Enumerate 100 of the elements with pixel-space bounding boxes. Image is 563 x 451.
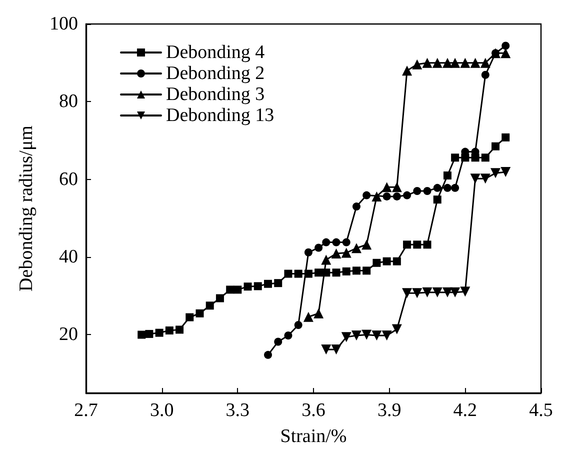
- point: [443, 184, 452, 192]
- point: [382, 192, 391, 200]
- point: [362, 266, 371, 275]
- point: [382, 330, 392, 341]
- point: [382, 257, 391, 266]
- point: [392, 257, 401, 266]
- legend-label: Debonding 3: [166, 84, 265, 105]
- point: [443, 171, 452, 180]
- point: [331, 344, 342, 354]
- point: [351, 330, 362, 341]
- point: [372, 330, 382, 341]
- point: [314, 268, 323, 277]
- point: [351, 243, 362, 254]
- x-tick-label: 3.0: [150, 400, 174, 421]
- point: [274, 279, 282, 288]
- point: [403, 191, 412, 200]
- point: [481, 70, 490, 79]
- x-tick-label: 3.3: [226, 400, 250, 421]
- point: [322, 268, 330, 277]
- point: [470, 174, 480, 184]
- point: [216, 294, 224, 302]
- point: [321, 344, 332, 354]
- point: [331, 248, 342, 259]
- point: [422, 287, 432, 298]
- point: [274, 338, 282, 346]
- legend-label: Debonding 4: [166, 42, 266, 63]
- point: [341, 332, 352, 342]
- point: [480, 58, 490, 68]
- x-tick-label: 3.6: [302, 400, 326, 421]
- point: [470, 58, 480, 68]
- point: [460, 286, 470, 297]
- point: [138, 330, 146, 339]
- point: [502, 42, 510, 50]
- point: [450, 287, 460, 298]
- y-tick-label: 40: [59, 246, 78, 268]
- point: [145, 330, 154, 338]
- point: [362, 191, 371, 200]
- point: [321, 254, 332, 265]
- point: [284, 332, 292, 340]
- x-tick-label: 2.7: [74, 400, 98, 421]
- point: [392, 192, 401, 200]
- point: [480, 174, 490, 184]
- point: [402, 66, 412, 76]
- point: [342, 238, 350, 246]
- point: [332, 268, 340, 277]
- point: [303, 312, 314, 322]
- point: [244, 282, 252, 291]
- y-tick-label: 60: [59, 168, 78, 190]
- point: [500, 48, 511, 58]
- point: [442, 58, 452, 68]
- point: [432, 58, 442, 68]
- point: [451, 184, 460, 192]
- y-tick-label: 100: [50, 14, 78, 34]
- point: [314, 244, 323, 252]
- point: [352, 266, 360, 275]
- x-axis-title: Strain/%: [280, 426, 347, 447]
- point: [322, 238, 330, 246]
- point: [362, 240, 372, 250]
- point: [352, 202, 360, 211]
- point: [304, 270, 312, 278]
- point: [196, 309, 204, 318]
- point: [342, 267, 350, 276]
- y-tick-label: 20: [59, 324, 78, 346]
- point: [372, 191, 382, 202]
- point: [442, 287, 452, 298]
- point: [490, 168, 500, 178]
- point: [502, 133, 510, 142]
- point: [304, 248, 312, 256]
- point: [500, 166, 511, 177]
- y-axis-title: Debonding radius/μm: [16, 125, 37, 292]
- x-tick-label: 3.9: [377, 400, 402, 421]
- point: [314, 308, 324, 318]
- point: [422, 58, 432, 68]
- point: [234, 286, 242, 294]
- point: [423, 187, 432, 196]
- point: [413, 240, 422, 249]
- point: [294, 321, 302, 330]
- point: [403, 240, 412, 249]
- point: [341, 248, 352, 258]
- point: [382, 182, 392, 192]
- point: [284, 270, 292, 278]
- point: [392, 324, 402, 334]
- x-tick-label: 4.2: [453, 400, 478, 421]
- point: [392, 182, 402, 192]
- point: [413, 187, 422, 196]
- point: [412, 59, 422, 70]
- x-tick-label: 4.5: [529, 400, 553, 421]
- point: [433, 184, 442, 192]
- point: [432, 287, 442, 298]
- point: [433, 196, 442, 204]
- point: [176, 326, 184, 334]
- legend-label: Debonding 2: [166, 63, 265, 84]
- point: [332, 238, 340, 246]
- legend-label: Debonding 13: [166, 105, 274, 126]
- point: [450, 58, 460, 68]
- point: [492, 142, 500, 150]
- point: [206, 302, 214, 310]
- point: [451, 154, 460, 162]
- point: [254, 282, 262, 290]
- point: [186, 313, 194, 322]
